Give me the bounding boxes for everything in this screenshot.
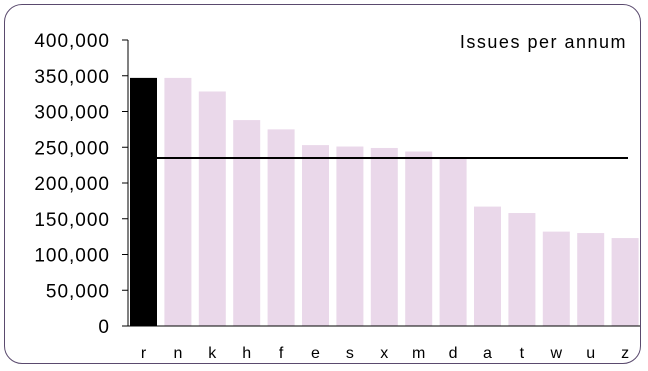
y-tick-label: 300,000: [34, 103, 110, 124]
x-tick-label: a: [483, 345, 492, 362]
bar-a: [474, 206, 501, 326]
bar-w: [542, 231, 570, 326]
x-tick-label: n: [173, 345, 182, 362]
chart-title: Issues per annum: [460, 32, 627, 52]
bar-r: [130, 77, 157, 327]
bar-m: [405, 151, 433, 326]
bar-d: [439, 158, 467, 326]
x-tick-label: f: [279, 345, 284, 362]
bar-n: [164, 77, 192, 327]
bar-u: [577, 233, 605, 326]
bar-h: [233, 120, 261, 326]
x-tick-label: k: [208, 345, 217, 362]
x-tick-label: h: [242, 345, 251, 362]
x-tick-label: m: [412, 345, 425, 362]
y-tick-label: 350,000: [34, 67, 110, 88]
bar-t: [508, 213, 536, 326]
bars: [130, 77, 639, 327]
bar-x: [370, 147, 398, 326]
x-tick-label: d: [449, 345, 458, 362]
x-tick-label: w: [550, 345, 563, 362]
bar-k: [198, 91, 226, 326]
y-axis: 0 50,000 100,000 150,000 200,000 250,000 300,0…: [34, 31, 129, 338]
y-tick-label: 100,000: [34, 246, 110, 267]
y-tick-label: 0: [98, 317, 110, 338]
y-tick-label: 50,000: [46, 281, 110, 302]
x-tick-label: u: [586, 345, 595, 362]
y-tick-label: 250,000: [34, 138, 110, 159]
bar-z: [611, 238, 639, 326]
x-tick-label: e: [311, 345, 320, 362]
y-tick-label: 150,000: [34, 210, 110, 231]
x-tick-label: t: [520, 345, 525, 362]
x-tick-label: s: [346, 345, 354, 362]
x-tick-label: z: [621, 345, 629, 362]
y-tick-label: 200,000: [34, 174, 110, 195]
bar-e: [302, 145, 329, 326]
bar-f: [267, 129, 295, 326]
x-tick-label: x: [380, 345, 388, 362]
bar-s: [336, 146, 364, 326]
x-tick-label: r: [141, 345, 147, 362]
y-tick-label: 400,000: [34, 31, 110, 52]
